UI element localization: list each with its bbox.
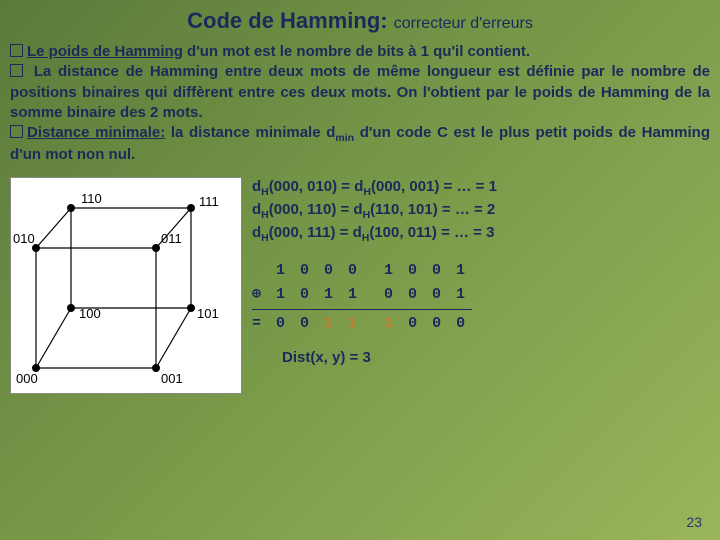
cube-label-000: 000	[16, 371, 38, 386]
calc-row-3: = 0 0 1 1 1 0 0 0	[252, 312, 710, 336]
equations-column: dH(000, 010) = dH(000, 001) = … = 1 dH(0…	[252, 177, 710, 394]
cube-label-101: 101	[197, 306, 219, 321]
bullet-icon	[10, 44, 23, 57]
cube-label-001: 001	[161, 371, 183, 386]
p3-text-a: la distance minimale d	[165, 124, 335, 141]
calc-row-1: 1 0 0 0 1 0 0 1	[252, 259, 710, 283]
slide-content: Code de Hamming: correcteur d'erreurs Le…	[0, 0, 720, 402]
bullet-icon	[10, 125, 23, 138]
cube-label-010: 010	[13, 231, 35, 246]
cube-label-100: 100	[79, 306, 101, 321]
title-subtitle: correcteur d'erreurs	[394, 15, 533, 32]
cube-label-011: 011	[161, 231, 182, 246]
eq-3: dH(000, 111) = dH(100, 011) = … = 3	[252, 223, 710, 246]
cube-label-110: 110	[81, 191, 102, 206]
eq-2: dH(000, 110) = dH(110, 101) = … = 2	[252, 200, 710, 223]
body-paragraphs: Le poids de Hamming d'un mot est le nomb…	[10, 42, 710, 165]
p2-prefix: La	[27, 63, 58, 80]
hamming-cube-diagram: 110 111 010 011 100 101 000 001	[10, 177, 242, 394]
term-poids: Le poids de Hamming	[27, 43, 183, 60]
eq-1: dH(000, 010) = dH(000, 001) = … = 1	[252, 177, 710, 200]
lower-row: 110 111 010 011 100 101 000 001 dH(000, …	[10, 177, 710, 394]
term-distance: distance de Hamming	[58, 63, 218, 80]
calc-row-2: ⊕ 1 0 1 1 0 0 0 1	[252, 283, 710, 307]
bullet-icon	[10, 64, 23, 77]
distance-equations: dH(000, 010) = dH(000, 001) = … = 1 dH(0…	[252, 177, 710, 245]
cube-label-111: 111	[199, 194, 219, 209]
divider-line	[252, 309, 472, 310]
title-main: Code de Hamming:	[187, 8, 387, 33]
sub-min: min	[335, 132, 354, 144]
xor-calculation: 1 0 0 0 1 0 0 1 ⊕ 1 0 1 1 0 0 0 1 = 0 0 …	[252, 259, 710, 370]
distance-result: Dist(x, y) = 3	[282, 346, 710, 370]
page-number: 23	[686, 514, 702, 530]
slide-title: Code de Hamming: correcteur d'erreurs	[10, 8, 710, 34]
cube-svg: 110 111 010 011 100 101 000 001	[11, 178, 241, 393]
p1-text: d'un mot est le nombre de bits à 1 qu'il…	[183, 43, 530, 60]
term-minimale: Distance minimale:	[27, 124, 165, 141]
